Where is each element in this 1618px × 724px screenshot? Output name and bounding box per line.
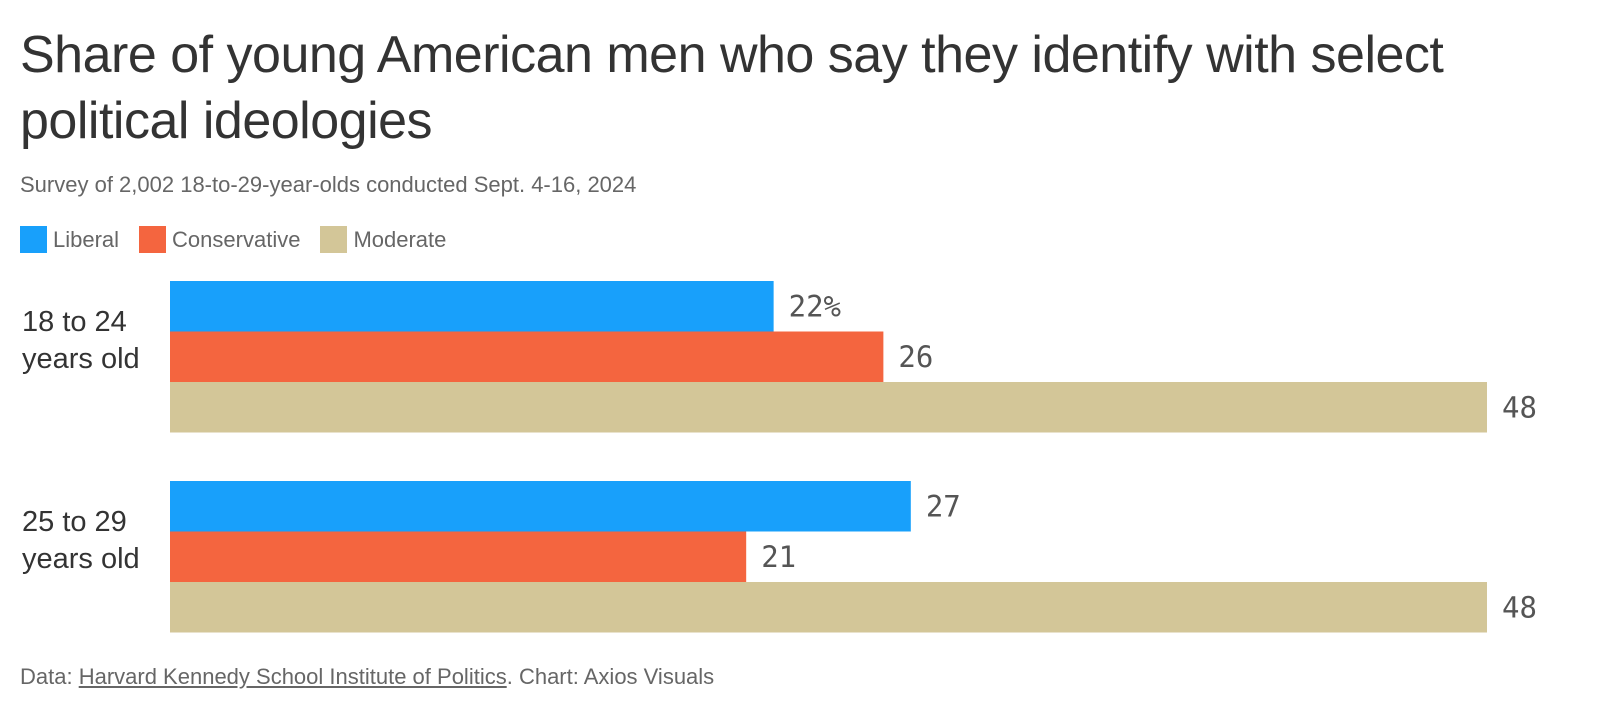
legend-swatch-liberal	[20, 226, 47, 253]
chart-title: Share of young American men who say they…	[20, 26, 1444, 150]
value-label-liberal-group-0: 22%	[789, 289, 841, 323]
bar-liberal-group-1	[170, 481, 911, 532]
legend-item-conservative: Conservative	[139, 226, 300, 253]
bar-conservative-group-0	[170, 331, 884, 382]
category-label-1: 25 to 29 years old	[22, 506, 140, 575]
bar-chart: 18 to 24 years old 22% 26 48 25 to 29 years ol…	[22, 281, 1537, 633]
bar-conservative-group-1	[170, 531, 747, 582]
footer-prefix: Data:	[20, 664, 79, 689]
legend-label-liberal: Liberal	[53, 226, 120, 252]
legend: Liberal Conservative Moderate	[20, 226, 466, 253]
source-link[interactable]: Harvard Kennedy School Institute of Poli…	[78, 664, 507, 689]
legend-swatch-conservative	[139, 226, 167, 253]
value-label-moderate-group-1: 48	[1502, 590, 1537, 624]
category-label-0: 18 to 24 years old	[22, 306, 140, 375]
chart-subtitle: Survey of 2,002 18-to-29-year-olds condu…	[20, 172, 637, 197]
value-label-moderate-group-0: 48	[1502, 390, 1537, 424]
chart-footer: Data: Harvard Kennedy School Institute o…	[20, 664, 714, 690]
legend-label-conservative: Conservative	[172, 226, 301, 252]
value-label-conservative-group-0: 26	[898, 340, 933, 374]
legend-item-liberal: Liberal	[20, 226, 119, 253]
bar-liberal-group-0	[170, 281, 774, 332]
value-label-conservative-group-1: 21	[761, 540, 796, 574]
footer-suffix: . Chart: Axios Visuals	[506, 664, 715, 689]
legend-label-moderate: Moderate	[353, 226, 447, 252]
legend-swatch-moderate	[320, 226, 348, 253]
legend-item-moderate: Moderate	[320, 226, 446, 253]
value-label-liberal-group-1: 27	[926, 489, 961, 523]
bar-moderate-group-0	[170, 382, 1487, 433]
bar-moderate-group-1	[170, 582, 1487, 633]
